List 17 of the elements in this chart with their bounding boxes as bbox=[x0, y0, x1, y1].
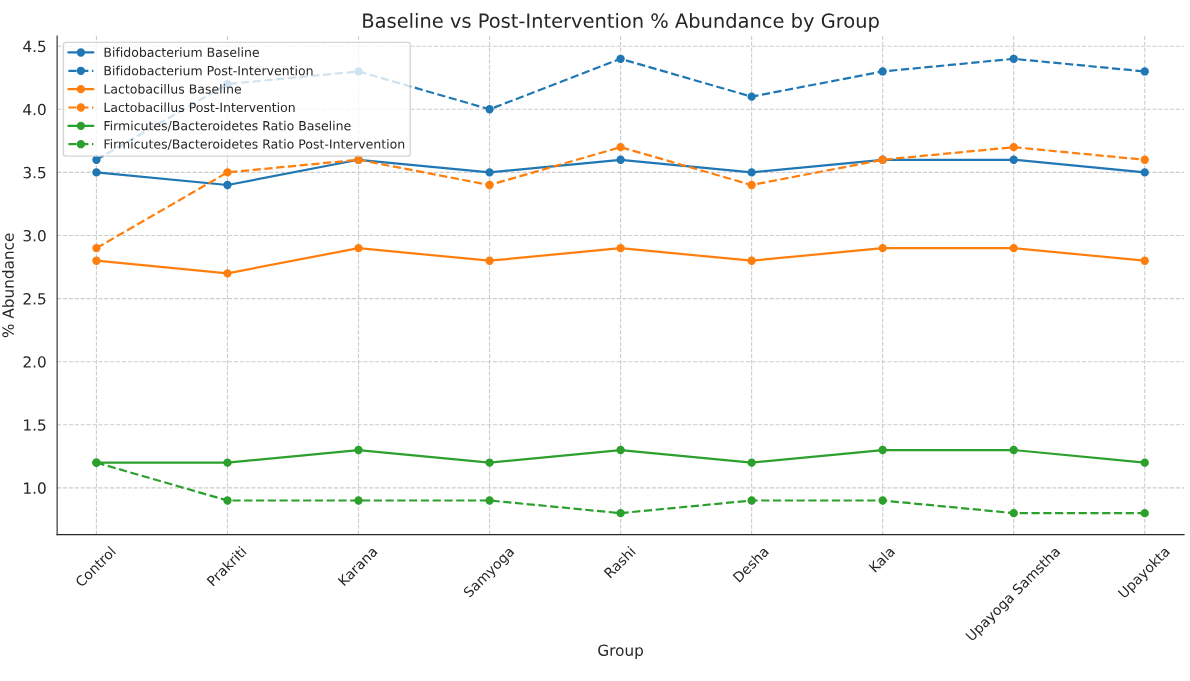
y-axis-title: % Abundance bbox=[2, 233, 14, 338]
y-tick-label: 3.5 bbox=[23, 166, 46, 179]
y-tick-label: 1.0 bbox=[24, 482, 46, 494]
y-tick-label: 3.0 bbox=[23, 229, 46, 242]
legend-label: Bifidobacterium Baseline bbox=[104, 47, 259, 58]
y-tick-label: 2.0 bbox=[23, 356, 46, 368]
y-tick-label: 4.5 bbox=[23, 40, 46, 53]
x-axis-title: Group bbox=[598, 644, 643, 659]
y-tick-label: 1.5 bbox=[24, 419, 46, 431]
chart-title: Baseline vs Post-Intervention % Abundance by Group bbox=[363, 12, 879, 32]
legend-label: Bifidobacterium Post-Intervention bbox=[104, 65, 313, 76]
y-tick-label: 4.0 bbox=[23, 103, 46, 116]
legend-label: Firmicutes/Bacteroidetes Ratio Post-Intervention bbox=[104, 139, 405, 150]
legend-label: Firmicutes/Bacteroidetes Ratio Baseline bbox=[104, 120, 351, 132]
y-tick-label: 2.5 bbox=[23, 293, 46, 305]
legend-label: Lactobacillus Post-Intervention bbox=[104, 102, 295, 113]
legend-label: Lactobacillus Baseline bbox=[104, 84, 242, 94]
